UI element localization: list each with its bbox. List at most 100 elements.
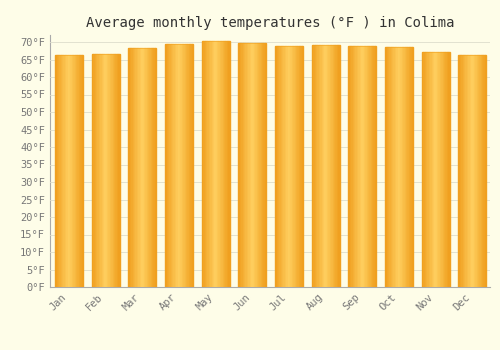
Bar: [226, 41, 227, 287]
Bar: [92, 54, 93, 287]
Bar: [186, 44, 188, 287]
Bar: [150, 48, 152, 287]
Bar: [466, 55, 467, 287]
Bar: [244, 43, 246, 287]
Bar: [202, 41, 203, 287]
Bar: [464, 55, 466, 287]
Bar: [374, 46, 375, 287]
Bar: [183, 44, 184, 287]
Bar: [134, 48, 136, 287]
Bar: [131, 48, 132, 287]
Bar: [285, 46, 286, 287]
Bar: [184, 44, 186, 287]
Bar: [69, 55, 70, 287]
Bar: [323, 45, 324, 287]
Bar: [472, 55, 474, 287]
Bar: [360, 46, 361, 287]
Bar: [485, 55, 486, 287]
Bar: [296, 46, 298, 287]
Bar: [410, 47, 412, 287]
Bar: [228, 41, 230, 287]
Bar: [290, 46, 292, 287]
Bar: [74, 55, 76, 287]
Bar: [166, 44, 168, 287]
Bar: [280, 46, 282, 287]
Bar: [258, 43, 260, 287]
Bar: [56, 55, 58, 287]
Bar: [94, 54, 96, 287]
Bar: [334, 45, 336, 287]
Bar: [260, 43, 262, 287]
Bar: [350, 46, 351, 287]
Bar: [375, 46, 376, 287]
Bar: [432, 52, 433, 287]
Bar: [146, 48, 148, 287]
Bar: [302, 46, 303, 287]
Bar: [358, 46, 360, 287]
Bar: [210, 41, 212, 287]
Bar: [152, 48, 154, 287]
Bar: [170, 44, 172, 287]
Bar: [408, 47, 409, 287]
Bar: [354, 46, 356, 287]
Bar: [172, 44, 174, 287]
Bar: [78, 55, 79, 287]
Bar: [227, 41, 228, 287]
Bar: [318, 45, 320, 287]
Bar: [458, 55, 460, 287]
Bar: [437, 52, 438, 287]
Bar: [265, 43, 266, 287]
Bar: [165, 44, 192, 287]
Bar: [404, 47, 406, 287]
Bar: [390, 47, 392, 287]
Bar: [114, 54, 116, 287]
Bar: [399, 47, 400, 287]
Bar: [70, 55, 72, 287]
Bar: [176, 44, 178, 287]
Title: Average monthly temperatures (°F ) in Colima: Average monthly temperatures (°F ) in Co…: [86, 16, 454, 30]
Bar: [357, 46, 358, 287]
Bar: [402, 47, 403, 287]
Bar: [98, 54, 100, 287]
Bar: [412, 47, 413, 287]
Bar: [112, 54, 114, 287]
Bar: [189, 44, 190, 287]
Bar: [361, 46, 362, 287]
Bar: [256, 43, 258, 287]
Bar: [398, 47, 399, 287]
Bar: [326, 45, 327, 287]
Bar: [68, 55, 69, 287]
Bar: [400, 47, 402, 287]
Bar: [148, 48, 150, 287]
Bar: [213, 41, 214, 287]
Bar: [403, 47, 404, 287]
Bar: [179, 44, 180, 287]
Bar: [222, 41, 224, 287]
Bar: [324, 45, 326, 287]
Bar: [145, 48, 146, 287]
Bar: [110, 54, 112, 287]
Bar: [292, 46, 293, 287]
Bar: [82, 55, 83, 287]
Bar: [348, 46, 350, 287]
Bar: [395, 47, 396, 287]
Bar: [252, 43, 254, 287]
Bar: [264, 43, 265, 287]
Bar: [299, 46, 300, 287]
Bar: [96, 54, 98, 287]
Bar: [470, 55, 471, 287]
Bar: [288, 46, 289, 287]
Bar: [475, 55, 476, 287]
Bar: [141, 48, 142, 287]
Bar: [478, 55, 480, 287]
Bar: [140, 48, 141, 287]
Bar: [386, 47, 388, 287]
Bar: [182, 44, 183, 287]
Bar: [137, 48, 138, 287]
Bar: [102, 54, 103, 287]
Bar: [100, 54, 102, 287]
Bar: [467, 55, 468, 287]
Bar: [327, 45, 328, 287]
Bar: [314, 45, 316, 287]
Bar: [66, 55, 68, 287]
